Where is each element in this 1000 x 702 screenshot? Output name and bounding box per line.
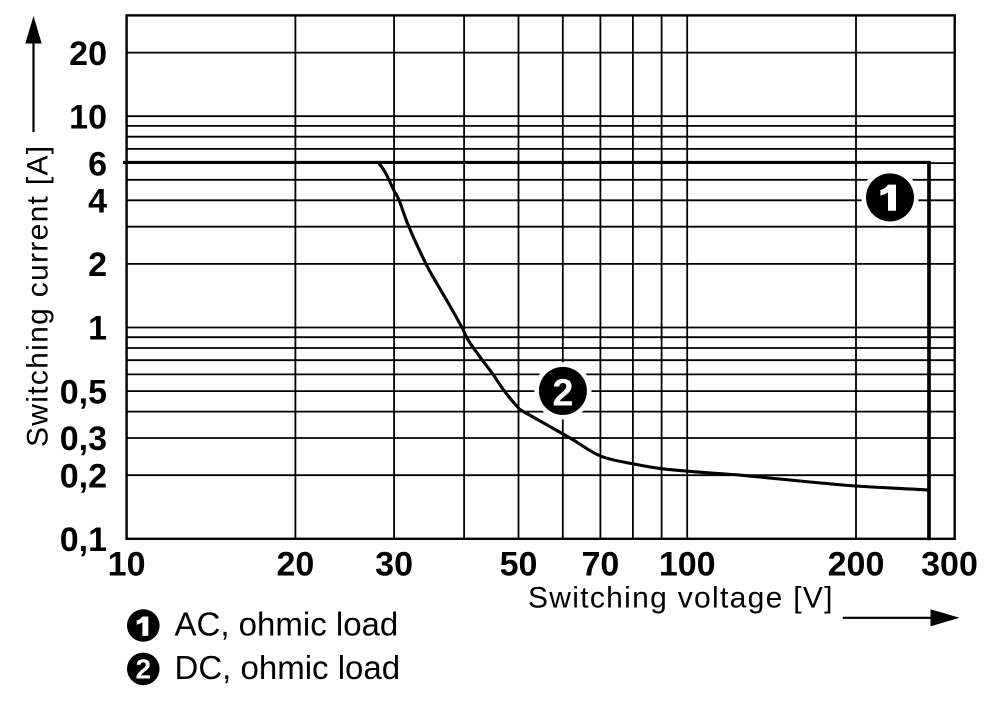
svg-text:30: 30	[375, 546, 413, 584]
svg-text:0,2: 0,2	[60, 457, 107, 495]
svg-text:Switching current [A]: Switching current [A]	[22, 145, 55, 447]
svg-text:4: 4	[88, 183, 107, 221]
svg-text:2: 2	[552, 372, 573, 414]
svg-text:0,3: 0,3	[60, 420, 107, 458]
svg-text:6: 6	[88, 145, 107, 183]
svg-text:0,5: 0,5	[60, 373, 107, 411]
svg-text:2: 2	[88, 246, 107, 284]
svg-text:2: 2	[136, 654, 152, 685]
svg-text:70: 70	[581, 546, 619, 584]
svg-text:200: 200	[828, 546, 885, 584]
svg-text:DC, ohmic load: DC, ohmic load	[175, 649, 401, 686]
svg-text:50: 50	[500, 546, 538, 584]
svg-text:100: 100	[659, 546, 716, 584]
svg-text:1: 1	[88, 310, 107, 348]
svg-text:Switching voltage [V]: Switching voltage [V]	[528, 582, 834, 615]
svg-text:0,1: 0,1	[60, 521, 107, 559]
svg-text:20: 20	[69, 35, 107, 73]
svg-text:300: 300	[921, 546, 978, 584]
svg-text:10: 10	[108, 546, 146, 584]
svg-text:AC, ohmic load: AC, ohmic load	[175, 606, 399, 643]
svg-text:20: 20	[276, 546, 314, 584]
svg-text:10: 10	[69, 98, 107, 136]
